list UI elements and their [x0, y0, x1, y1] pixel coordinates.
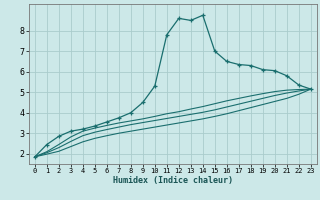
X-axis label: Humidex (Indice chaleur): Humidex (Indice chaleur): [113, 176, 233, 185]
